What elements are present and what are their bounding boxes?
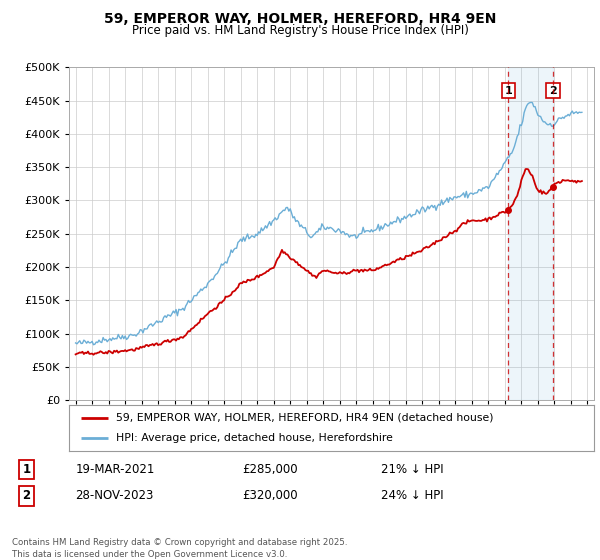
Text: 21% ↓ HPI: 21% ↓ HPI [380,463,443,476]
Bar [508,67,553,400]
Text: 1: 1 [505,86,512,96]
Text: 1: 1 [22,463,31,476]
Text: 19-MAR-2021: 19-MAR-2021 [76,463,155,476]
Text: 28-NOV-2023: 28-NOV-2023 [76,489,154,502]
Text: £320,000: £320,000 [242,489,298,502]
Text: 59, EMPEROR WAY, HOLMER, HEREFORD, HR4 9EN (detached house): 59, EMPEROR WAY, HOLMER, HEREFORD, HR4 9… [116,413,494,423]
Text: Price paid vs. HM Land Registry's House Price Index (HPI): Price paid vs. HM Land Registry's House … [131,24,469,36]
Text: £285,000: £285,000 [242,463,298,476]
Text: Contains HM Land Registry data © Crown copyright and database right 2025.
This d: Contains HM Land Registry data © Crown c… [12,538,347,559]
Text: 2: 2 [549,86,557,96]
Text: HPI: Average price, detached house, Herefordshire: HPI: Average price, detached house, Here… [116,433,393,443]
Text: 24% ↓ HPI: 24% ↓ HPI [380,489,443,502]
Text: 2: 2 [22,489,31,502]
Text: 59, EMPEROR WAY, HOLMER, HEREFORD, HR4 9EN: 59, EMPEROR WAY, HOLMER, HEREFORD, HR4 9… [104,12,496,26]
